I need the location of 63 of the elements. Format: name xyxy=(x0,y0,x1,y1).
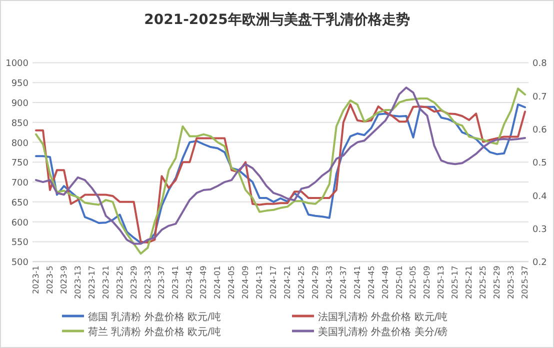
x-tick-label: 2023-37 xyxy=(157,266,166,300)
y-tick-label: 750 xyxy=(11,158,29,169)
x-tick-label: 2025-13 xyxy=(436,266,446,300)
x-tick-label: 2024-09 xyxy=(241,266,250,300)
x-tick-label: 2023-5 xyxy=(45,266,54,294)
y-tick-label: 850 xyxy=(11,118,29,129)
x-tick-label: 2024-41 xyxy=(352,266,362,300)
x-tick-label: 2024-05 xyxy=(227,266,236,300)
x-tick-label: 2023-25 xyxy=(115,266,124,300)
x-tick-label: 2023-1 xyxy=(31,266,40,294)
x-tick-label: 2023-29 xyxy=(129,266,138,300)
y2-tick-label: 0.5 xyxy=(532,158,547,169)
x-tick-label: 2023-41 xyxy=(171,266,180,300)
chart-title: 2021-2025年欧洲与美盘干乳清价格走势 xyxy=(144,11,410,28)
legend-item: 美国乳清粉 外盘价格 美分/磅 xyxy=(292,327,448,338)
legend-item: 荷兰 乳清粉 外盘价格 欧元/吨 xyxy=(62,327,221,338)
x-tick-label: 2024-25 xyxy=(296,266,306,300)
x-tick-label: 2023-33 xyxy=(143,266,152,300)
legend-label: 法国乳清粉 外盘价格 欧元/吨 xyxy=(318,311,448,323)
y-tick-label: 600 xyxy=(11,218,29,228)
x-tick-label: 2023-45 xyxy=(185,266,194,300)
x-tick-label: 2025-29 xyxy=(492,266,502,300)
y2-tick-label: 0.8 xyxy=(532,59,548,70)
x-tick-label: 2024-37 xyxy=(338,266,348,300)
x-tick-label: 2024-49 xyxy=(380,266,390,300)
legend-item: 法国乳清粉 外盘价格 欧元/吨 xyxy=(292,312,448,323)
x-tick-label: 2025-33 xyxy=(506,266,516,300)
y-tick-label: 1000 xyxy=(6,59,29,70)
x-tick-label: 2025-17 xyxy=(450,266,460,300)
x-tick-label: 2025-09 xyxy=(422,266,432,300)
y2-tick-label: 0.6 xyxy=(532,126,548,136)
x-tick-label: 2024-01 xyxy=(213,266,222,300)
x-tick-label: 2025-05 xyxy=(408,266,418,300)
y-tick-label: 550 xyxy=(11,238,29,248)
x-tick-label: 2025-21 xyxy=(464,266,474,300)
x-tick-label: 2024-45 xyxy=(366,266,376,300)
y2-tick-label: 0.7 xyxy=(532,92,547,102)
y2-tick-label: 0.4 xyxy=(532,192,548,202)
x-tick-label: 2023-49 xyxy=(199,266,208,300)
x-tick-label: 2024-17 xyxy=(269,266,278,300)
legend-item: 德国 乳清粉 外盘价格 欧元/吨 xyxy=(62,312,221,323)
x-tick-label: 2024-33 xyxy=(324,266,334,300)
y2-tick-label: 0.2 xyxy=(532,258,547,268)
x-tick-label: 2025-37 xyxy=(520,266,530,300)
x-tick-label: 2024-21 xyxy=(282,266,292,300)
legend-label: 荷兰 乳清粉 外盘价格 欧元/吨 xyxy=(88,326,221,338)
x-tick-label: 2024-29 xyxy=(310,266,320,300)
y-tick-label: 700 xyxy=(11,178,29,189)
y-tick-label: 500 xyxy=(11,258,29,268)
x-tick-label: 2023-13 xyxy=(73,266,82,300)
y-tick-label: 650 xyxy=(11,198,29,208)
y-tick-label: 950 xyxy=(11,79,29,90)
x-tick-label: 2025-01 xyxy=(394,266,404,300)
x-tick-label: 2025-25 xyxy=(478,266,488,300)
x-tick-label: 2024-13 xyxy=(255,266,264,300)
x-tick-label: 2023-9 xyxy=(59,266,68,294)
y-tick-label: 800 xyxy=(11,138,29,149)
y2-tick-label: 0.3 xyxy=(532,224,547,235)
x-tick-label: 2023-21 xyxy=(101,266,110,300)
legend-label: 德国 乳清粉 外盘价格 欧元/吨 xyxy=(88,311,221,323)
y-tick-label: 900 xyxy=(11,98,29,109)
x-tick-label: 2023-17 xyxy=(87,266,96,300)
legend-label: 美国乳清粉 外盘价格 美分/磅 xyxy=(318,326,448,338)
